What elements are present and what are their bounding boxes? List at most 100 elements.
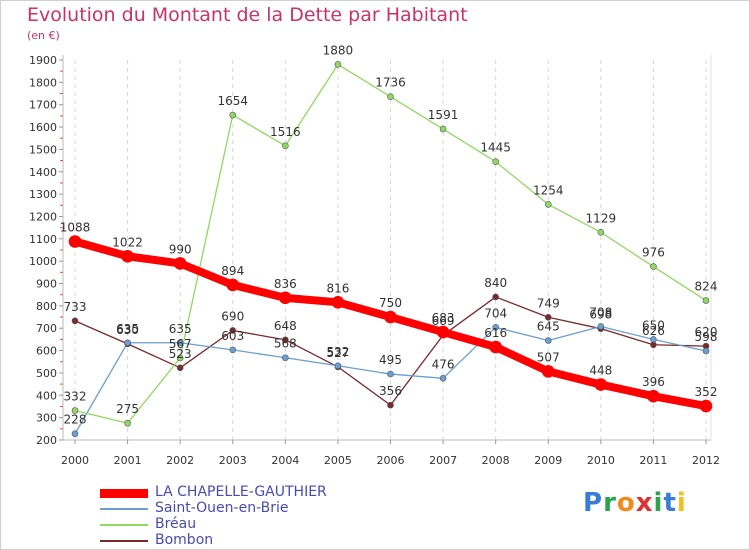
data-label-bombon: 690 — [221, 309, 244, 323]
data-point-br-au — [334, 61, 342, 68]
y-tick-label: 1900 — [29, 54, 57, 67]
logo-letter: i — [653, 488, 664, 518]
y-unit-label: (en €) — [27, 29, 60, 42]
logo-letter: r — [603, 488, 617, 518]
x-tick-label: 2000 — [61, 454, 89, 467]
x-tick-label: 2003 — [219, 454, 247, 467]
data-point-saint-ouen-en-brie — [334, 362, 342, 370]
data-label-br-au: 1736 — [375, 76, 406, 90]
x-tick-label: 2007 — [429, 454, 457, 467]
data-label-la-chapelle-gauthier: 1022 — [112, 235, 143, 249]
data-point-la-chapelle-gauthier — [279, 291, 292, 305]
data-point-br-au — [544, 201, 552, 208]
data-label-bombon: 620 — [695, 325, 718, 339]
data-point-br-au — [702, 297, 710, 304]
data-point-saint-ouen-en-brie — [387, 370, 394, 378]
y-tick-label: 1300 — [29, 188, 57, 201]
data-label-br-au: 1654 — [217, 94, 248, 108]
data-point-br-au — [282, 142, 289, 150]
logo-letter: x — [635, 488, 654, 518]
y-tick-label: 200 — [36, 434, 57, 447]
data-point-bombon — [229, 327, 237, 334]
data-point-bombon — [71, 317, 79, 325]
data-label-saint-ouen-en-brie: 635 — [116, 322, 139, 336]
legend-swatch — [100, 540, 148, 542]
data-label-bombon: 523 — [169, 347, 192, 361]
legend-label: LA CHAPELLE-GAUTHIER — [155, 484, 327, 500]
y-tick-label: 900 — [36, 278, 57, 291]
data-point-br-au — [124, 419, 131, 427]
y-tick-label: 700 — [36, 322, 57, 335]
data-label-saint-ouen-en-brie: 532 — [326, 345, 349, 359]
data-point-la-chapelle-gauthier — [489, 340, 502, 354]
data-point-la-chapelle-gauthier — [68, 235, 82, 248]
data-point-saint-ouen-en-brie — [282, 354, 289, 362]
data-label-saint-ouen-en-brie: 603 — [221, 329, 244, 343]
y-tick-label: 800 — [36, 300, 57, 313]
data-point-la-chapelle-gauthier — [699, 399, 713, 413]
data-point-br-au — [650, 263, 657, 270]
x-tick-label: 2006 — [377, 454, 405, 467]
chart-title: Evolution du Montant de la Dette par Hab… — [27, 4, 468, 26]
legend-swatch — [100, 488, 148, 498]
data-label-br-au: 824 — [695, 280, 718, 294]
y-tick-label: 400 — [36, 389, 57, 402]
data-point-br-au — [387, 93, 394, 100]
data-point-la-chapelle-gauthier — [331, 296, 345, 309]
data-label-br-au: 1129 — [586, 211, 617, 225]
y-tick-label: 1400 — [29, 166, 57, 179]
x-tick-label: 2005 — [324, 454, 352, 467]
logo-letter: i — [676, 488, 687, 518]
data-point-br-au — [597, 229, 605, 236]
data-label-la-chapelle-gauthier: 616 — [484, 326, 507, 340]
data-point-saint-ouen-en-brie — [439, 375, 447, 382]
data-label-br-au: 1591 — [428, 108, 459, 122]
legend-label: Saint-Ouen-en-Brie — [155, 500, 289, 516]
data-label-la-chapelle-gauthier: 816 — [326, 281, 349, 295]
data-point-saint-ouen-en-brie — [176, 339, 184, 347]
x-tick-label: 2001 — [114, 454, 142, 467]
data-label-br-au: 1516 — [270, 125, 301, 139]
data-label-saint-ouen-en-brie: 708 — [589, 305, 612, 319]
data-label-bombon: 648 — [274, 319, 297, 333]
data-label-saint-ouen-en-brie: 495 — [379, 353, 402, 367]
x-tick-label: 2012 — [692, 454, 720, 467]
data-label-la-chapelle-gauthier: 448 — [589, 364, 612, 378]
x-tick-label: 2011 — [639, 454, 667, 467]
data-point-la-chapelle-gauthier — [594, 378, 608, 391]
y-tick-label: 1000 — [29, 255, 57, 268]
y-tick-label: 1800 — [29, 76, 57, 89]
logo-letter: t — [663, 488, 677, 518]
data-point-saint-ouen-en-brie — [124, 339, 131, 347]
x-tick-label: 2010 — [587, 454, 615, 467]
data-point-saint-ouen-en-brie — [597, 323, 605, 330]
data-point-br-au — [176, 354, 184, 362]
data-label-bombon: 733 — [64, 300, 87, 314]
x-tick-label: 2009 — [534, 454, 562, 467]
data-point-la-chapelle-gauthier — [647, 389, 660, 403]
series-points — [68, 61, 713, 438]
legend-label: Bombon — [155, 532, 214, 548]
data-point-br-au — [492, 158, 499, 166]
data-point-br-au — [439, 125, 447, 133]
data-label-la-chapelle-gauthier: 396 — [642, 375, 665, 389]
legend-swatch — [100, 508, 148, 510]
data-point-bombon — [544, 313, 552, 321]
data-label-saint-ouen-en-brie: 635 — [169, 322, 192, 336]
y-tick-label: 1500 — [29, 143, 57, 156]
data-label-br-au: 1445 — [480, 141, 511, 155]
proxiti-logo: Proxiti — [583, 488, 687, 518]
data-point-la-chapelle-gauthier — [384, 310, 397, 324]
data-label-br-au: 275 — [116, 402, 139, 416]
legend-swatch — [100, 524, 148, 526]
data-label-bombon: 669 — [432, 314, 455, 328]
data-label-bombon: 630 — [116, 323, 139, 337]
data-point-saint-ouen-en-brie — [544, 337, 552, 344]
y-tick-label: 300 — [36, 412, 57, 425]
data-label-saint-ouen-en-brie: 650 — [642, 318, 665, 332]
data-point-bombon — [176, 364, 184, 372]
data-label-bombon: 749 — [537, 296, 560, 310]
data-point-la-chapelle-gauthier — [226, 278, 240, 292]
data-label-saint-ouen-en-brie: 568 — [274, 337, 297, 351]
